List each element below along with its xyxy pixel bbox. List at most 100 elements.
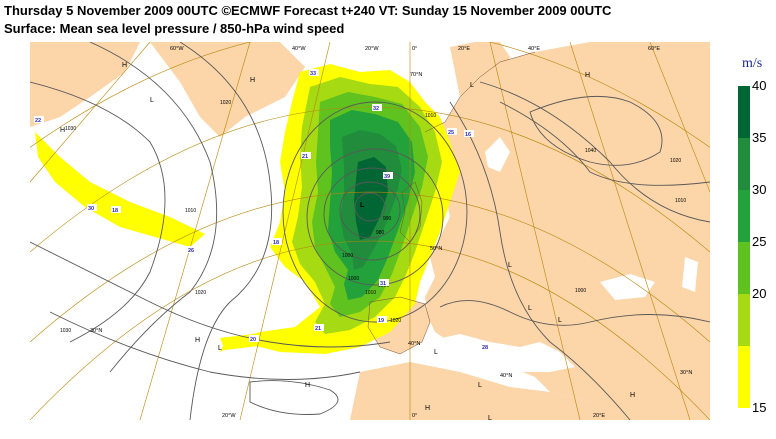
legend-swatch-35 [738,138,750,190]
inner-lat-label: 50°N [430,246,442,252]
lon-label-bottom: 20°W [222,413,236,419]
wind-speed-label: 18 [273,240,279,246]
chart-title: Thursday 5 November 2009 00UTC ©ECMWF Fo… [4,3,612,18]
wind-speed-label-box [314,324,324,331]
high-pressure-marker: H [195,337,200,344]
wind-speed-label-box [34,116,44,123]
low-pressure-marker: L [470,82,474,89]
legend-swatch-20 [738,294,750,346]
wind-speed-label-box [379,279,389,286]
isobar-label: 1010 [185,208,196,214]
wind-speed-label: 30 [88,206,94,212]
wind-speed-label-box [447,128,457,135]
low-pressure-marker: L [528,305,532,312]
wind-speed-label: 19 [378,318,384,324]
wind-speed-label: 21 [315,326,321,332]
legend-tick-35: 35 [752,130,767,145]
lon-label-top: 40°E [528,46,540,52]
black-sea [600,274,655,300]
wind-speed-label-box [301,152,311,159]
wind-speed-label: 39 [384,174,390,180]
high-pressure-marker: H [585,72,590,79]
high-pressure-marker: H [305,382,310,389]
wind-speed-label: 25 [448,130,454,136]
lon-label-top: 60°W [170,46,184,52]
isobar-label: 1030 [60,328,71,334]
isobar-label: 1020 [195,290,206,296]
low-pressure-marker: L [218,345,222,352]
wind-speed-label-box [87,204,97,211]
high-pressure-marker: H [425,405,430,412]
isobar-label: 1030 [65,126,76,132]
wind-speed-label-box [464,130,474,137]
lon-label-top: 20°E [458,46,470,52]
wind-speed-label-box [481,343,491,350]
inner-lat-label: 70°N [410,72,422,78]
legend-swatch-30 [738,190,750,242]
wind-speed-label-box [309,69,319,76]
lon-label-top: 20°W [365,46,379,52]
low-pressure-marker: L [488,415,492,420]
isobar-label: 980 [376,230,385,236]
lon-label-top: 60°E [648,46,660,52]
weather-map: 60°W40°W20°W0°20°E40°E60°E20°W0°20°E60°W… [30,42,710,420]
wind-speed-label-box [383,172,393,179]
wind-speed-label: 28 [482,345,488,351]
high-isobar-east [529,95,663,166]
low-pressure-marker: L [478,382,482,389]
land-greenland [150,42,305,137]
inner-lat-label: 40°N [408,341,420,347]
low-center-isobar-4 [306,148,444,286]
legend-swatch-40 [738,86,750,138]
legend-swatch-15 [738,346,750,408]
legend-colorbar [738,86,750,408]
legend-swatch-25 [738,242,750,294]
isobar-label: 1020 [670,158,681,164]
wind-speed-label-box [272,238,282,245]
land-canada [30,42,140,127]
legend-tick-15: 15 [752,400,767,415]
low-center-isobar-3 [323,167,421,261]
wind-speed-label-box [372,104,382,111]
chart-subtitle: Surface: Mean sea level pressure / 850-h… [4,21,345,36]
high-pressure-marker: H [122,62,127,69]
wind-speed-label: 31 [380,281,386,287]
isobar-label: 1020 [390,318,401,324]
legend: m/s 40 35 30 25 20 15 [710,42,776,420]
inner-lat-label: 30°N [680,370,692,376]
low-pressure-marker: L [434,349,438,356]
isobars [30,42,710,420]
isobar-label: 1010 [365,290,376,296]
wind-speed-label-box [249,335,259,342]
isobar-label: 1000 [342,253,353,259]
graticule [30,42,710,420]
low-center-isobar-1 [354,192,386,222]
lon-label-top: 0° [412,46,417,52]
wind-speed-label-box [111,206,121,213]
wind-15-west-band [35,132,205,247]
wind-speed-label: 32 [373,106,379,112]
legend-tick-40: 40 [752,78,767,93]
low-pressure-marker: L [360,202,365,209]
wind-speed-label: 21 [302,154,308,160]
low-center-isobar-5 [282,101,468,323]
low-pressure-marker: L [558,317,562,324]
lon-label-bottom: 0° [412,413,417,419]
isobar-label: 1020 [220,100,231,106]
legend-tick-20: 20 [752,286,767,301]
inner-lat-label: 40°N [500,373,512,379]
wind-speed-label: 26 [188,248,194,254]
low-center-isobar-2 [339,181,401,239]
lon-label-bottom: 20°E [593,413,605,419]
inner-lat-label: 30°N [90,328,102,334]
isobar-label: 1000 [348,276,359,282]
high-pressure-marker: H [250,77,255,84]
low-pressure-marker: L [150,97,154,104]
low-pressure-marker: L [508,262,512,269]
wind-speed-label-box [377,316,387,323]
high-pressure-marker: H [60,127,65,134]
coastlines [367,51,536,355]
isobar-label: 1000 [575,288,586,294]
isobar-label: 1010 [425,113,436,119]
high-pressure-marker: H [630,392,635,399]
